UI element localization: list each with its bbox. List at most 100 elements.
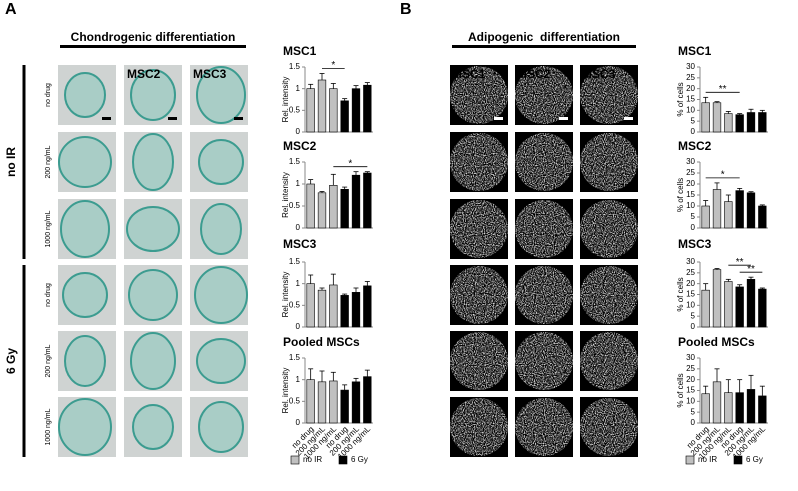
pellet: [62, 272, 108, 318]
row-label: 1000 ng/mL: [45, 210, 52, 247]
legend-label: 6 Gy: [746, 455, 763, 464]
bar: [306, 88, 315, 133]
row-label: no drug: [45, 283, 52, 307]
bar: [351, 174, 361, 229]
y-tick-label: 1: [296, 375, 301, 384]
bar: [746, 389, 756, 424]
cell-stain: [450, 266, 508, 324]
pellet: [132, 404, 174, 450]
scale-bar: [234, 117, 243, 120]
chart-title: MSC3: [283, 237, 317, 251]
row-label: no drug: [45, 83, 52, 107]
cell-stain: [515, 332, 573, 390]
cell-stain: [515, 266, 573, 324]
y-tick-label: 1: [296, 279, 301, 288]
bar: [363, 285, 372, 328]
column-label: MSC1: [452, 67, 486, 81]
panel-title: Adipogenic differentiation: [468, 30, 620, 44]
significance-label: *: [348, 158, 352, 169]
bar: [306, 183, 315, 229]
cell-stain: [515, 200, 573, 258]
bar: [329, 284, 338, 328]
bar: [735, 190, 744, 229]
bar: [306, 379, 315, 424]
bar: [758, 112, 767, 133]
pellet: [198, 401, 244, 453]
bar: [735, 286, 744, 328]
bar: [351, 381, 361, 424]
y-tick-label: 1: [296, 179, 301, 188]
column-label: MSC2: [517, 67, 551, 81]
pellet: [130, 332, 176, 390]
y-axis-label: Rel. intensity: [281, 272, 290, 318]
column-label: MSC3: [193, 67, 227, 81]
pellet: [196, 338, 246, 384]
pellet: [132, 133, 174, 191]
bar: [701, 102, 710, 133]
y-axis-label: % of cells: [676, 373, 685, 407]
y-tick-label: 20: [686, 84, 695, 93]
bar: [317, 79, 327, 133]
y-axis-label: Rel. intensity: [281, 172, 290, 218]
bar: [758, 395, 767, 424]
y-tick-label: 10: [686, 396, 695, 405]
y-tick-label: 0: [691, 418, 696, 427]
legend-swatch: [338, 455, 348, 465]
bar: [351, 292, 361, 328]
y-tick-label: 30: [686, 62, 695, 71]
scale-bar: [168, 117, 177, 120]
legend-label: 6 Gy: [351, 455, 368, 464]
significance-label: **: [719, 84, 727, 95]
y-tick-label: 0: [691, 127, 696, 136]
chart-title: MSC3: [678, 237, 712, 251]
y-tick-label: 30: [686, 353, 695, 362]
y-tick-label: 1.5: [289, 62, 301, 71]
bar: [363, 172, 372, 229]
y-tick-label: 1.5: [289, 157, 301, 166]
column-label: MSC2: [127, 67, 161, 81]
pellet: [126, 206, 180, 252]
y-tick-label: 0: [296, 322, 301, 331]
title-underline: [452, 45, 636, 48]
cell-stain: [515, 66, 573, 124]
bar: [340, 188, 349, 229]
y-tick-label: 0.5: [289, 300, 301, 309]
legend-label: no IR: [303, 455, 322, 464]
row-label: 1000 ng/mL: [45, 408, 52, 445]
bar: [758, 205, 767, 229]
cell-stain: [580, 398, 638, 456]
y-tick-label: 1.5: [289, 353, 301, 362]
y-axis-label: % of cells: [676, 82, 685, 116]
cell-stain: [450, 398, 508, 456]
bar: [746, 112, 756, 133]
bar: [746, 192, 756, 229]
y-tick-label: 10: [686, 300, 695, 309]
y-tick-label: 30: [686, 157, 695, 166]
significance-label: *: [721, 170, 725, 181]
y-tick-label: 15: [686, 290, 695, 299]
bar: [317, 381, 327, 424]
legend-swatch: [733, 455, 743, 465]
y-tick-label: 20: [686, 279, 695, 288]
bar: [735, 114, 744, 133]
y-tick-label: 15: [686, 190, 695, 199]
bar: [701, 289, 710, 328]
cell-stain: [580, 266, 638, 324]
legend-swatch: [685, 455, 695, 465]
bar: [701, 205, 710, 229]
pellet: [194, 266, 248, 324]
pellet: [58, 136, 112, 188]
significance-label: **: [747, 264, 755, 275]
column-label: MSC3: [582, 67, 616, 81]
bar: [746, 279, 756, 328]
row-label: 200 ng/mL: [45, 344, 52, 377]
bar: [712, 269, 722, 328]
y-tick-label: 5: [691, 116, 696, 125]
y-tick-label: 20: [686, 179, 695, 188]
y-tick-label: 0.5: [289, 105, 301, 114]
y-tick-label: 1.5: [289, 257, 301, 266]
bar: [329, 380, 338, 424]
scale-bar: [494, 117, 503, 120]
y-tick-label: 15: [686, 386, 695, 395]
y-axis-label: % of cells: [676, 277, 685, 311]
